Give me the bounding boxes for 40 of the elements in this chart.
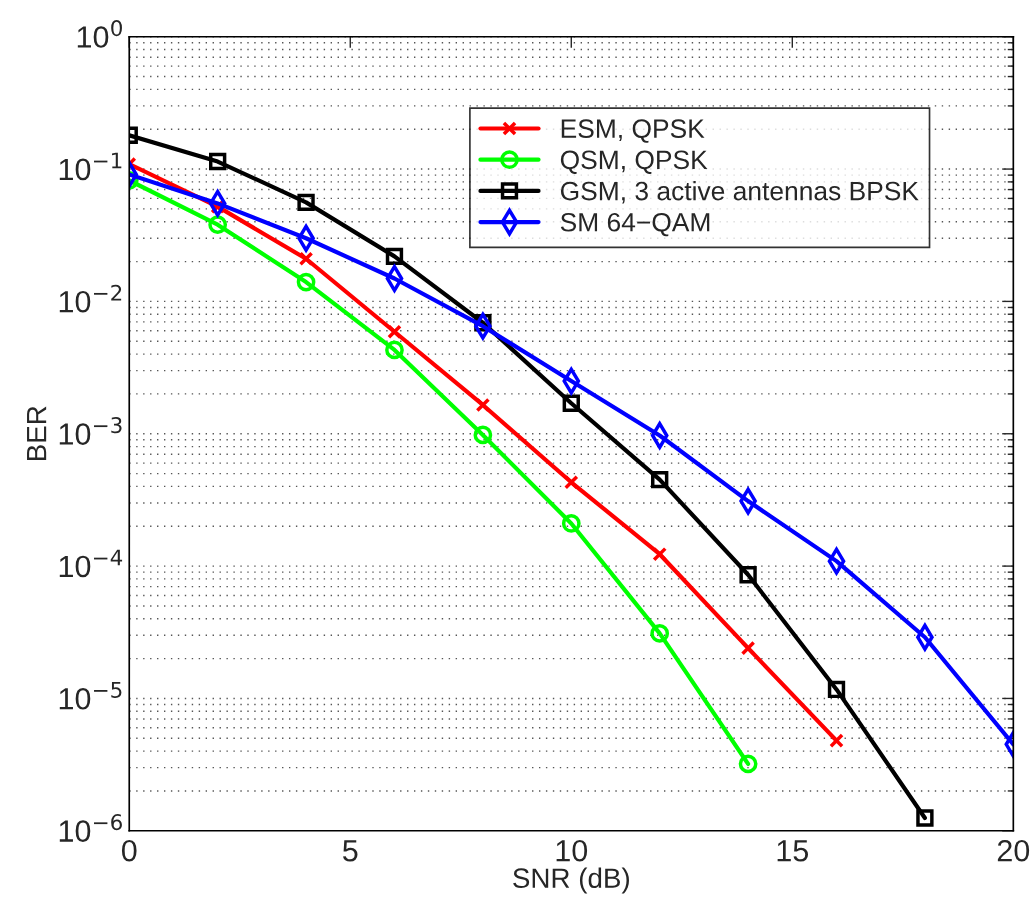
point [563, 474, 579, 490]
point [385, 340, 404, 360]
point [739, 566, 757, 584]
point [208, 215, 228, 235]
y-tick-label: 10$^{−6}$ [59, 814, 122, 842]
legend-label: ESM, QPSK [561, 119, 705, 143]
legend-label: QSM, QPSK [560, 150, 708, 174]
y-tick-label: 10$^{−2}$ [59, 284, 122, 313]
point [916, 809, 934, 827]
point [651, 470, 669, 489]
x-tick-label: 15 [777, 840, 809, 862]
x-tick-label: 20 [997, 839, 1030, 862]
point [562, 394, 580, 412]
point [827, 680, 846, 699]
x-tick-label: 10 [556, 839, 588, 862]
x-axis-title: SNR (dB) [513, 867, 629, 894]
y-tick-label: 10$^{−5}$ [59, 682, 122, 710]
point [561, 514, 581, 533]
x-tick-label: 0 [121, 839, 137, 862]
y-tick-label: 10$^{−4}$ [59, 549, 123, 578]
point [650, 624, 670, 643]
point [385, 247, 404, 266]
point [652, 546, 667, 562]
legend-label: SM 64−QAM [560, 212, 710, 237]
point [473, 425, 493, 445]
point [829, 733, 844, 748]
x-tick-label: 5 [342, 840, 358, 862]
point [475, 397, 491, 413]
point [387, 324, 402, 340]
point [296, 272, 316, 292]
y-axis-title: BER [27, 406, 47, 461]
point [297, 193, 315, 212]
point [740, 640, 756, 656]
y-tick-label: 10$^{−1}$ [59, 152, 122, 181]
point [298, 251, 314, 267]
y-tick-label: 10$^{0}$ [77, 19, 122, 48]
point [738, 754, 758, 774]
point [208, 152, 227, 171]
legend-label: GSM, 3 active antennas BPSK [560, 181, 919, 204]
y-tick-label: 10$^{−3}$ [59, 417, 122, 445]
